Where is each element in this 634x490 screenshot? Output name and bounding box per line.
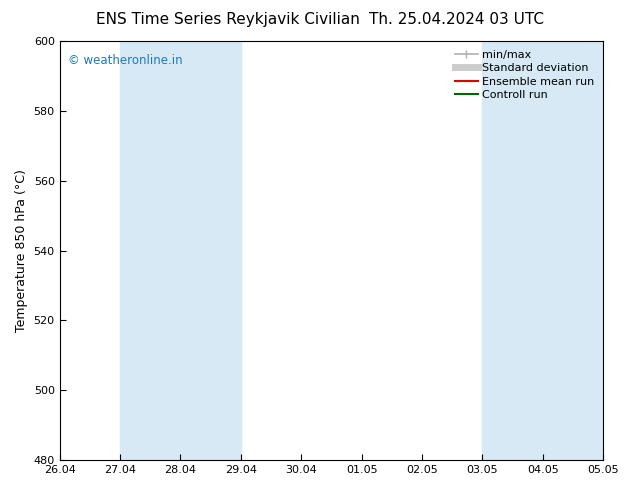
Y-axis label: Temperature 850 hPa (°C): Temperature 850 hPa (°C) (15, 169, 28, 332)
Bar (482, 41, 603, 460)
Legend: min/max, Standard deviation, Ensemble mean run, Controll run: min/max, Standard deviation, Ensemble me… (452, 47, 598, 103)
Text: ENS Time Series Reykjavik Civilian: ENS Time Series Reykjavik Civilian (96, 12, 360, 27)
Text: Th. 25.04.2024 03 UTC: Th. 25.04.2024 03 UTC (369, 12, 544, 27)
Bar (120, 41, 241, 460)
Text: © weatheronline.in: © weatheronline.in (68, 53, 183, 67)
